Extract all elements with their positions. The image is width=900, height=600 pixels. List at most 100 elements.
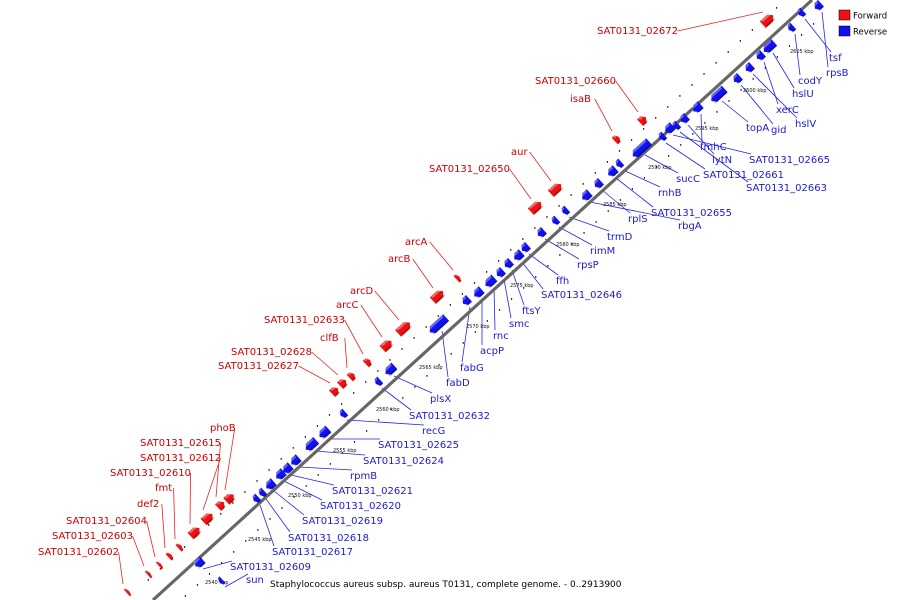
backbone-tick-mark bbox=[292, 447, 294, 449]
gene-label-succ: sucC bbox=[676, 174, 700, 185]
gene-label-tsf: tsf bbox=[829, 53, 842, 64]
leader-line bbox=[763, 61, 779, 105]
kbp-scale-labels: 2540 kbp 2545 kbp 2550 kbp 2555 kbp 2560 kbp… bbox=[205, 49, 814, 586]
legend-forward-label: Forward bbox=[853, 12, 887, 22]
leader-line bbox=[672, 134, 752, 155]
leader-line bbox=[118, 551, 124, 585]
backbone-tick-mark bbox=[703, 73, 705, 75]
leader-line bbox=[283, 480, 323, 501]
leader-line bbox=[622, 169, 661, 188]
gene-clfb-feature bbox=[346, 371, 357, 382]
gene-label-arcc: arcC bbox=[336, 300, 359, 311]
gene-sat0131-02612-feature bbox=[200, 511, 215, 526]
gene-phob-feature bbox=[223, 491, 236, 505]
backbone-tick-mark bbox=[256, 480, 258, 482]
gene-label-phob: phoB bbox=[210, 423, 236, 434]
leader-line bbox=[311, 351, 339, 376]
backbone-tick-mark bbox=[461, 293, 464, 295]
backbone-tick-mark bbox=[390, 408, 392, 410]
leader-line bbox=[568, 216, 610, 232]
backbone-tick-mark bbox=[450, 353, 452, 355]
backbone-tick-mark bbox=[474, 331, 476, 333]
backbone-tick-mark bbox=[558, 205, 560, 207]
gene-succ-feature bbox=[630, 138, 653, 160]
backbone-tick-mark bbox=[377, 370, 379, 372]
legend-reverse-label: Reverse bbox=[853, 28, 887, 38]
gene-rpmb-feature bbox=[289, 454, 302, 468]
gene-label-sat0131-02627: SAT0131_02627 bbox=[218, 361, 299, 372]
leader-line bbox=[259, 504, 275, 547]
leader-line bbox=[314, 450, 366, 456]
gene-sat0131-02650-feature bbox=[527, 199, 544, 216]
kbp-tick-label: 2590 kbp bbox=[648, 165, 672, 171]
gene-arcc-feature bbox=[379, 338, 394, 353]
backbone-tick-mark bbox=[438, 364, 440, 366]
backbone-tick-mark bbox=[232, 502, 234, 504]
gene-sat0131-02632-feature bbox=[373, 376, 384, 387]
backbone-tick-mark bbox=[365, 381, 367, 383]
backbone-tick-mark bbox=[740, 89, 742, 91]
gene-recg-feature bbox=[338, 408, 349, 419]
leader-line bbox=[346, 419, 425, 426]
gene-label-fabd: fabD bbox=[446, 378, 470, 389]
gene-sat0131-02621-feature bbox=[281, 462, 294, 476]
gene-label-sat0131-02661: SAT0131_02661 bbox=[703, 170, 784, 181]
gene-label-hslu: hslU bbox=[792, 89, 814, 100]
gene-features bbox=[123, 0, 824, 597]
leader-line bbox=[665, 142, 706, 170]
leader-line bbox=[393, 375, 433, 394]
backbone-tick-mark bbox=[631, 188, 633, 190]
gene-label-sat0131-02624: SAT0131_02624 bbox=[363, 456, 444, 467]
backbone-tick-mark bbox=[486, 320, 489, 322]
backbone-tick-mark bbox=[764, 67, 766, 69]
gene-label-sat0131-02602: SAT0131_02602 bbox=[38, 547, 119, 558]
gene-label-sat0131-02620: SAT0131_02620 bbox=[320, 501, 401, 512]
gene-rimm-feature bbox=[550, 215, 561, 226]
gene-label-fabg: fabG bbox=[460, 363, 484, 374]
gene-sat0131-02619-feature bbox=[264, 478, 277, 492]
gene-ftsy-feature bbox=[502, 257, 514, 270]
gene-sat0131-02660-feature bbox=[637, 114, 649, 127]
leader-line bbox=[146, 520, 156, 558]
gene-rnhb-feature bbox=[614, 158, 625, 169]
gene-cody-feature bbox=[786, 22, 797, 33]
gene-fmhc-feature bbox=[691, 101, 704, 115]
backbone-tick-mark bbox=[619, 199, 621, 201]
gene-fabg-feature bbox=[460, 294, 472, 307]
gene-label-rpmb: rpmB bbox=[350, 471, 377, 482]
backbone-tick-mark bbox=[413, 337, 415, 339]
backbone-tick-mark bbox=[233, 551, 235, 553]
leader-line bbox=[615, 177, 654, 208]
backbone-tick-mark bbox=[304, 436, 306, 438]
kbp-tick-label: 2600 kbp bbox=[743, 88, 767, 94]
kbp-tick-label: 2570 kbp bbox=[466, 324, 490, 330]
kbp-tick-label: 2585 kbp bbox=[603, 202, 627, 208]
leader-line bbox=[132, 535, 145, 567]
backbone-tick-mark bbox=[159, 568, 161, 570]
gene-label-cody: codY bbox=[798, 76, 823, 87]
gene-def2-feature bbox=[165, 551, 174, 561]
gene-arcd-feature bbox=[395, 319, 413, 337]
backbone-tick-mark bbox=[618, 150, 621, 152]
leader-line bbox=[528, 253, 559, 276]
backbone-tick-mark bbox=[775, 7, 778, 9]
backbone-tick-mark bbox=[414, 386, 416, 388]
backbone-tick-mark bbox=[643, 177, 646, 179]
backbone-tick-mark bbox=[340, 403, 343, 405]
gene-sat0131-02618-feature bbox=[257, 487, 268, 498]
gene-label-sat0131-02655: SAT0131_02655 bbox=[651, 208, 732, 219]
gene-label-sun: sun bbox=[246, 575, 264, 586]
gene-label-ffh: ffh bbox=[556, 276, 569, 287]
gene-label-arcd: arcD bbox=[350, 286, 374, 297]
gene-label-sat0131-02628: SAT0131_02628 bbox=[231, 347, 312, 358]
gene-labels: SAT0131_02672SAT0131_02660isaBaurSAT0131… bbox=[38, 26, 849, 586]
gene-label-sat0131-02612: SAT0131_02612 bbox=[140, 453, 221, 464]
kbp-tick-label: 2550 kbp bbox=[288, 493, 312, 499]
leader-line bbox=[441, 330, 449, 378]
backbone-tick-mark bbox=[522, 238, 524, 240]
backbone-tick-mark bbox=[426, 375, 428, 377]
backbone-tick-mark bbox=[582, 183, 584, 185]
leader-line bbox=[173, 487, 176, 540]
gene-label-sat0131-02615: SAT0131_02615 bbox=[140, 438, 221, 449]
